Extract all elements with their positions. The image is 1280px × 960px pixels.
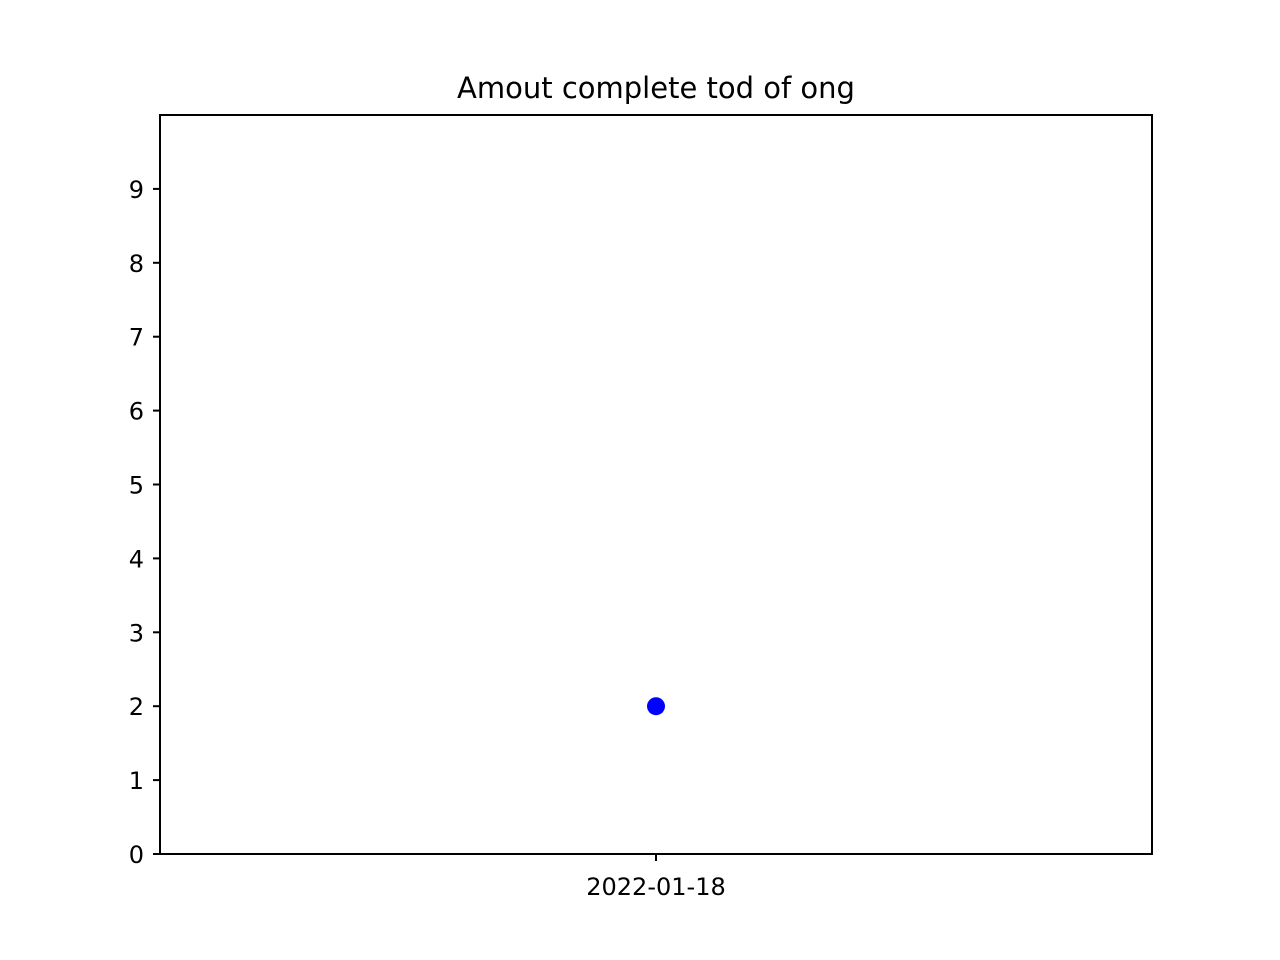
data-point [647, 697, 665, 716]
y-tick-label: 0 [129, 841, 144, 869]
chart-title: Amout complete tod of ong [457, 71, 855, 105]
data-points [647, 697, 665, 716]
y-tick-label: 9 [129, 176, 144, 204]
y-tick-label: 2 [129, 693, 144, 721]
y-tick-label: 8 [129, 250, 144, 278]
y-tick-label: 3 [129, 619, 144, 647]
x-axis: 2022-01-18 [586, 854, 726, 901]
y-tick-label: 5 [129, 472, 144, 500]
plot-frame [159, 114, 1153, 855]
x-tick-label: 2022-01-18 [586, 873, 725, 901]
y-tick-label: 7 [129, 324, 144, 352]
y-tick-label: 6 [129, 398, 144, 426]
y-tick-label: 1 [129, 767, 144, 795]
y-tick-label: 4 [129, 545, 144, 573]
y-axis: 0 1 2 3 4 5 6 7 8 9 [129, 176, 160, 869]
